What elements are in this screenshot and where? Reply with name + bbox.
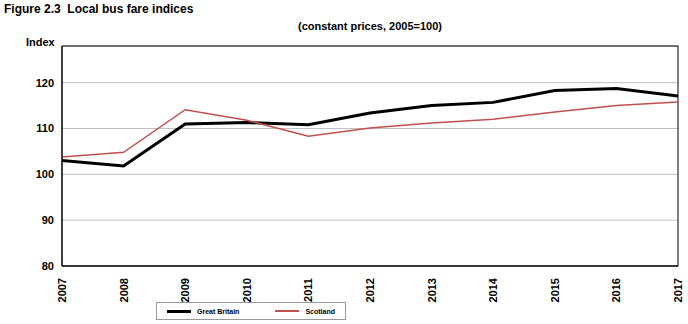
- svg-text:2010: 2010: [241, 278, 253, 302]
- svg-text:90: 90: [42, 214, 54, 226]
- svg-text:2014: 2014: [487, 277, 499, 302]
- svg-text:80: 80: [42, 260, 54, 272]
- html-text:Scotland: Scotland: [305, 307, 335, 315]
- html-text:Index: Index: [26, 36, 55, 48]
- svg-text:2008: 2008: [118, 278, 130, 302]
- svg-text:2016: 2016: [610, 278, 622, 302]
- svg-text:2017: 2017: [672, 278, 680, 302]
- html-text:Great Britain: Great Britain: [197, 307, 240, 315]
- svg-text:2013: 2013: [426, 278, 438, 302]
- html-text:(constant prices, 2005=100): (constant prices, 2005=100): [298, 20, 442, 32]
- svg-text:2009: 2009: [179, 278, 191, 302]
- svg-text:120: 120: [36, 77, 54, 89]
- svg-text:2007: 2007: [56, 278, 68, 302]
- svg-text:110: 110: [36, 122, 54, 134]
- svg-text:2012: 2012: [364, 278, 376, 302]
- svg-text:2011: 2011: [302, 278, 314, 302]
- svg-text:100: 100: [36, 168, 54, 180]
- html-text:Figure 2.3 Local bus fare indi: Figure 2.3 Local bus fare indices: [4, 2, 194, 16]
- svg-text:2015: 2015: [549, 278, 561, 302]
